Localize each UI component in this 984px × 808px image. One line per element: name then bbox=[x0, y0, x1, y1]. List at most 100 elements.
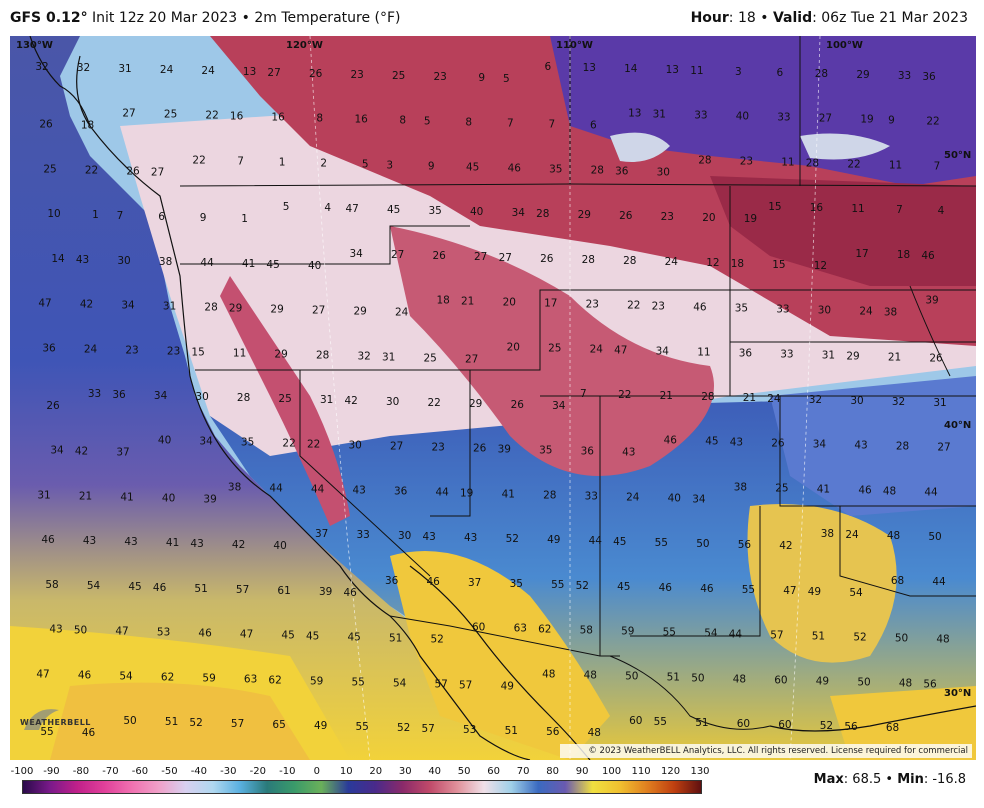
temperature-value: 48 bbox=[887, 530, 900, 542]
temperature-value: 7 bbox=[934, 160, 941, 172]
temperature-value: 27 bbox=[122, 108, 135, 120]
temperature-value: 13 bbox=[628, 108, 641, 120]
temperature-value: 16 bbox=[355, 114, 369, 126]
temperature-value: 8 bbox=[316, 113, 323, 125]
temperature-value: 45 bbox=[617, 581, 630, 593]
legend-tick-label: 80 bbox=[546, 766, 559, 777]
cold-pocket-2 bbox=[800, 133, 890, 160]
temperature-value: 36 bbox=[394, 485, 408, 497]
temperature-value: 33 bbox=[777, 112, 790, 124]
temperature-value: 26 bbox=[46, 400, 60, 412]
temperature-value: 28 bbox=[698, 154, 711, 166]
legend-tick-label: 130 bbox=[690, 766, 710, 777]
temperature-value: 41 bbox=[166, 537, 179, 549]
temperature-value: 36 bbox=[385, 575, 399, 587]
temperature-value: 32 bbox=[809, 394, 822, 406]
temperature-value: 52 bbox=[189, 717, 202, 729]
temperature-value: 22 bbox=[847, 158, 860, 170]
temperature-value: 51 bbox=[505, 725, 518, 737]
temperature-value: 28 bbox=[536, 208, 549, 220]
legend-tick-label: 70 bbox=[516, 766, 530, 777]
temperature-value: 28 bbox=[815, 68, 828, 80]
temperature-value: 44 bbox=[269, 482, 283, 494]
temperature-value: 7 bbox=[507, 118, 514, 130]
mexico-yellow-zone bbox=[390, 551, 610, 760]
temperature-value: 21 bbox=[461, 296, 474, 308]
hour-value: 18 bbox=[737, 10, 756, 26]
temperature-value: 56 bbox=[738, 539, 752, 551]
temperature-value: 55 bbox=[654, 716, 667, 728]
temperature-value: 50 bbox=[691, 672, 704, 684]
temperature-value: 48 bbox=[584, 669, 597, 681]
legend-tick-label: -100 bbox=[10, 766, 34, 777]
lat-label-50n: 50°N bbox=[944, 150, 971, 161]
sierra-red-zone bbox=[220, 276, 350, 526]
temperature-value: 50 bbox=[74, 625, 87, 637]
temperature-value: 57 bbox=[236, 584, 249, 596]
temperature-value: 27 bbox=[151, 166, 164, 178]
rockies-red-zone bbox=[390, 226, 714, 476]
temperature-value: 39 bbox=[498, 444, 511, 456]
temperature-value: 38 bbox=[821, 528, 834, 540]
gulf-yellow-zone bbox=[830, 686, 976, 760]
temperature-value: 19 bbox=[460, 487, 473, 499]
temperature-value: 28 bbox=[896, 441, 909, 453]
max-value: 68.5 bbox=[852, 772, 882, 787]
temperature-value: 23 bbox=[167, 345, 180, 357]
temperature-value: 41 bbox=[120, 491, 133, 503]
temperature-value: 29 bbox=[270, 304, 283, 316]
temperature-value: 15 bbox=[768, 201, 781, 213]
temperature-value: 21 bbox=[660, 390, 673, 402]
temperature-value: 42 bbox=[75, 446, 88, 458]
temperature-value: 35 bbox=[539, 445, 552, 457]
temperature-value: 6 bbox=[777, 67, 784, 79]
temperature-value: 8 bbox=[465, 117, 472, 129]
temperature-value: 43 bbox=[124, 536, 137, 548]
temperature-value: 50 bbox=[857, 676, 870, 688]
great-plains-blue-zone bbox=[770, 376, 976, 516]
temperature-value: 45 bbox=[128, 581, 141, 593]
temperature-value: 56 bbox=[923, 678, 937, 690]
temperature-value: 40 bbox=[273, 540, 286, 552]
temperature-value: 29 bbox=[846, 350, 859, 362]
lat-label-40n: 40°N bbox=[944, 420, 971, 431]
coastline bbox=[29, 36, 976, 760]
temperature-value: 33 bbox=[357, 529, 370, 541]
temperature-value: 31 bbox=[320, 394, 333, 406]
temperature-value: 6 bbox=[590, 120, 597, 132]
lon-label-120w: 120°W bbox=[286, 40, 323, 51]
temperature-value: 13 bbox=[243, 66, 256, 78]
temperature-value: 34 bbox=[813, 439, 827, 451]
temperature-value: 55 bbox=[655, 537, 668, 549]
temperature-value: 55 bbox=[663, 627, 676, 639]
temperature-value: 45 bbox=[348, 632, 361, 644]
temperature-value: 19 bbox=[744, 213, 757, 225]
temperature-value: 28 bbox=[204, 302, 217, 314]
temperature-value: 57 bbox=[422, 723, 435, 735]
temperature-value: 28 bbox=[701, 391, 714, 403]
temperature-value: 28 bbox=[623, 255, 636, 267]
temperature-value: 63 bbox=[514, 623, 527, 635]
temperature-value: 47 bbox=[240, 629, 253, 641]
temperature-value: 24 bbox=[590, 343, 604, 355]
temperature-value: 15 bbox=[191, 346, 204, 358]
temperature-value: 54 bbox=[119, 670, 133, 682]
temperature-value: 22 bbox=[428, 397, 441, 409]
temperature-value: 39 bbox=[203, 493, 216, 505]
temperature-value: 3 bbox=[735, 66, 742, 78]
temperature-map[interactable]: 130°W 120°W 110°W 100°W 50°N 40°N 30°N 3… bbox=[10, 36, 976, 760]
temperature-value: 5 bbox=[503, 73, 510, 85]
temperature-value: 30 bbox=[850, 395, 863, 407]
init-time: Init 12z 20 Mar 2023 bbox=[92, 10, 238, 26]
temperature-value: 7 bbox=[548, 119, 555, 131]
temperature-value: 14 bbox=[624, 63, 638, 75]
temperature-value: 16 bbox=[271, 112, 285, 124]
legend-tick-label: 60 bbox=[487, 766, 501, 777]
temperature-value: 36 bbox=[922, 71, 936, 83]
temperature-value: 38 bbox=[159, 256, 172, 268]
min-value: -16.8 bbox=[932, 772, 966, 787]
temperature-value: 28 bbox=[806, 157, 819, 169]
temperature-value: 43 bbox=[622, 447, 635, 459]
temperature-value: 34 bbox=[154, 390, 168, 402]
legend-tick-label: 40 bbox=[428, 766, 442, 777]
